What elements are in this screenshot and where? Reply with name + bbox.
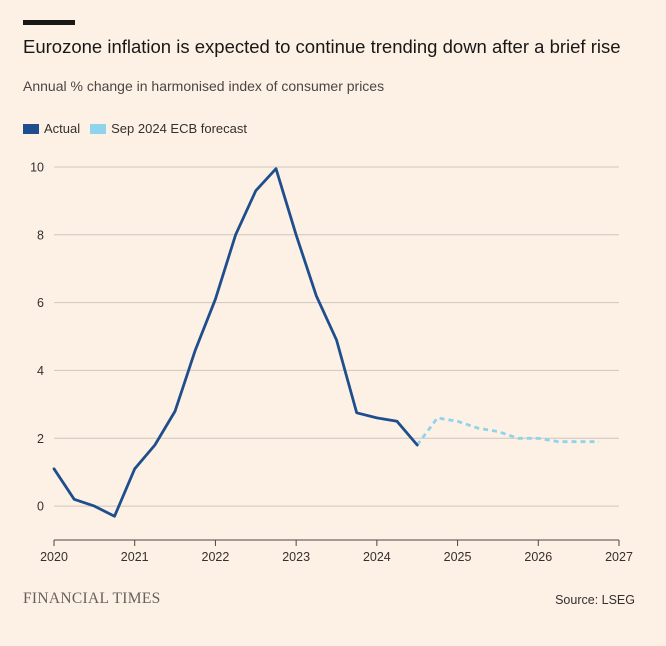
legend-item-actual: Actual <box>23 121 80 136</box>
ft-logo: FINANCIAL TIMES <box>23 590 161 607</box>
legend-swatch-forecast <box>90 123 107 134</box>
x-tick-label-2023: 2023 <box>282 550 310 564</box>
series-line-actual <box>52 167 419 518</box>
legend-swatch-actual <box>23 123 39 134</box>
x-tick-label-2024: 2024 <box>363 550 391 564</box>
chart-title: Eurozone inflation is expected to contin… <box>23 36 621 57</box>
legend-label-forecast: Sep 2024 ECB forecast <box>111 121 247 136</box>
y-tick-label-4: 4 <box>37 364 44 378</box>
x-tick-label-2022: 2022 <box>202 550 230 564</box>
brand-accent-bar <box>23 20 75 25</box>
y-tick-label-2: 2 <box>37 432 44 446</box>
legend-item-forecast: Sep 2024 ECB forecast <box>90 121 247 136</box>
x-tick-label-2025: 2025 <box>444 550 472 564</box>
legend: Actual Sep 2024 ECB forecast <box>23 121 257 136</box>
x-tick-label-2020: 2020 <box>40 550 68 564</box>
x-tick-label-2027: 2027 <box>605 550 633 564</box>
y-tick-label-8: 8 <box>37 228 44 242</box>
series-line-forecast <box>416 416 599 446</box>
x-tick-label-2026: 2026 <box>524 550 552 564</box>
y-tick-label-0: 0 <box>37 500 44 514</box>
legend-label-actual: Actual <box>44 121 81 136</box>
source-note: Source: LSEG <box>555 593 635 607</box>
chart-subtitle: Annual % change in harmonised index of c… <box>23 78 385 94</box>
y-tick-label-6: 6 <box>37 296 44 310</box>
y-tick-label-10: 10 <box>30 160 44 174</box>
x-tick-label-2021: 2021 <box>121 550 149 564</box>
